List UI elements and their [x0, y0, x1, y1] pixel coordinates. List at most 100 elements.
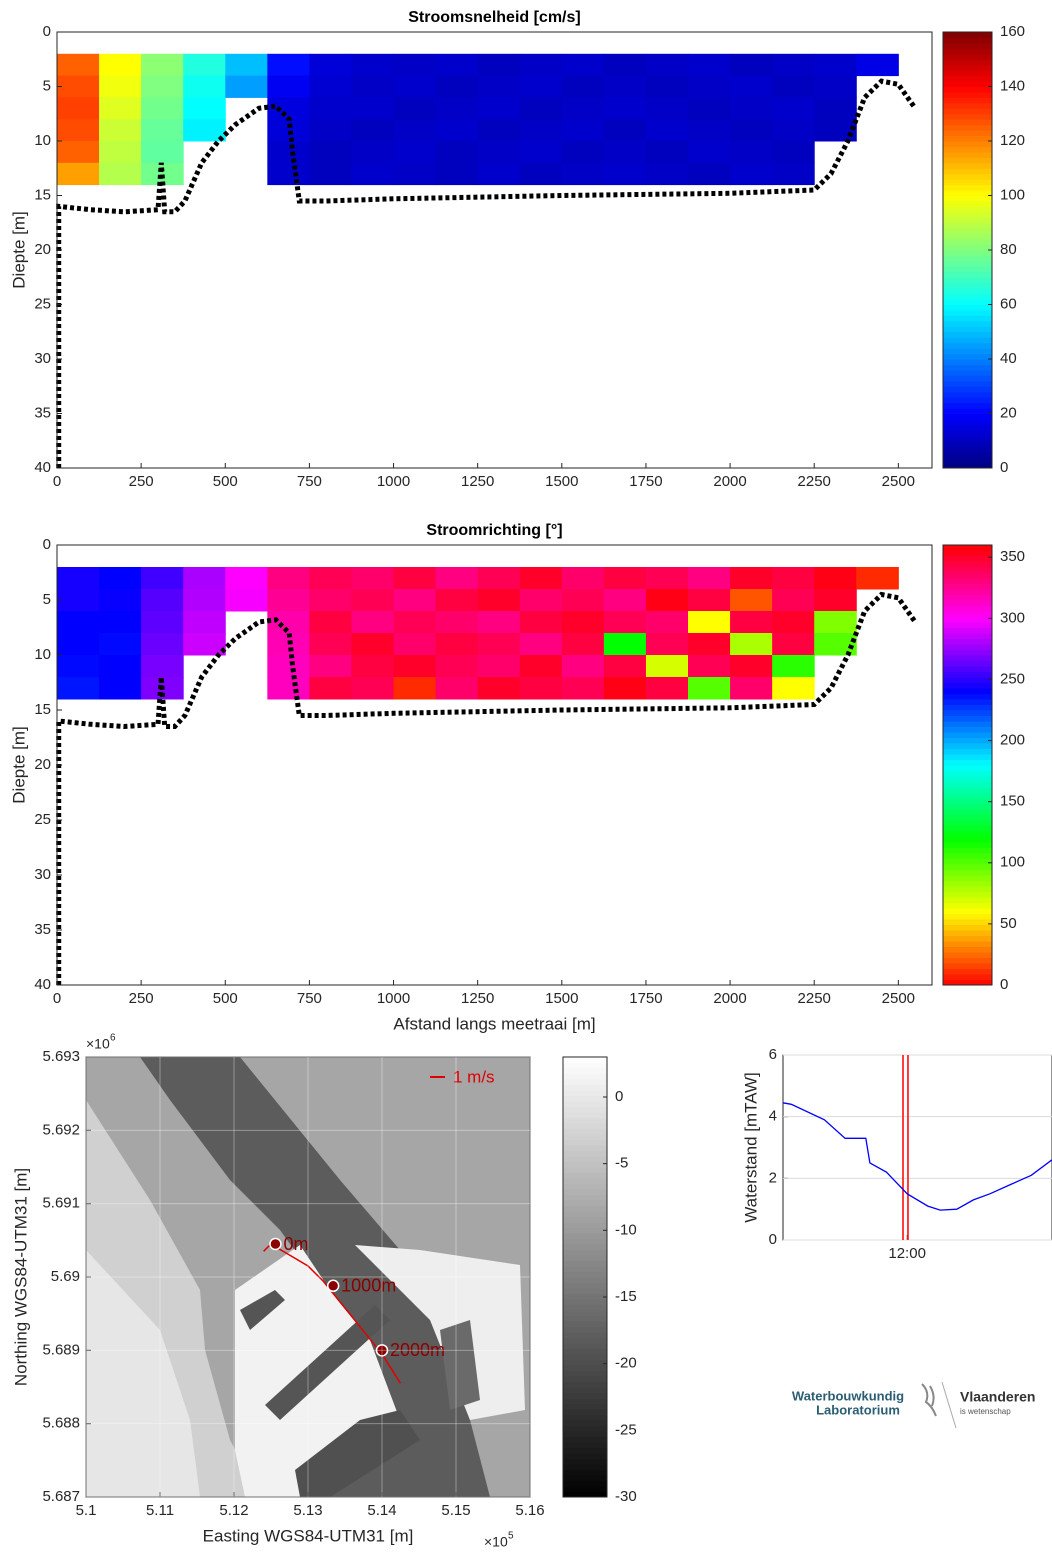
- heat-cell: [814, 97, 857, 120]
- colorbar-step: [943, 140, 992, 147]
- heat-cell: [141, 655, 184, 678]
- y-multiplier: ×10: [86, 1036, 110, 1052]
- colorbar-step: [943, 764, 992, 771]
- station: [375, 1344, 389, 1357]
- heat-cell: [688, 589, 731, 612]
- heat-cell: [856, 53, 899, 77]
- colorbar-step: [563, 1205, 607, 1212]
- colorbar-step: [563, 1210, 607, 1217]
- heat-cell: [57, 53, 100, 77]
- x-tick-label: 12:00: [888, 1245, 926, 1262]
- colorbar-step: [943, 129, 992, 137]
- y-axis-label: Diepte [m]: [9, 726, 28, 803]
- heat-cell: [141, 162, 184, 186]
- heat-cell: [730, 75, 773, 98]
- heat-cell: [477, 75, 521, 98]
- heat-cell: [477, 655, 521, 678]
- y-tick-label: 15: [34, 701, 51, 718]
- colorbar-step: [563, 1282, 607, 1289]
- colorbar-step: [563, 1480, 607, 1487]
- heat-cell: [141, 97, 184, 120]
- colorbar-step: [943, 907, 992, 914]
- heat-cell: [183, 633, 226, 656]
- chart-title: Stroomrichting [°]: [426, 522, 562, 539]
- y-tick-label: 20: [34, 241, 51, 258]
- colorbar-tick-label: -5: [615, 1155, 628, 1172]
- x-tick-label: 5.15: [441, 1502, 470, 1519]
- colorbar-step: [943, 31, 992, 38]
- heat-cell: [267, 75, 310, 98]
- heat-cell: [814, 589, 857, 612]
- heat-cell: [519, 141, 563, 164]
- colorbar-step: [563, 1144, 607, 1151]
- colorbar-step: [563, 1309, 607, 1316]
- heat-cell: [730, 633, 773, 656]
- x-tick-label: 1750: [629, 473, 662, 490]
- colorbar-step: [943, 293, 992, 300]
- heat-cell: [351, 119, 395, 142]
- colorbar-step: [563, 1161, 607, 1168]
- y-tick-label: 30: [34, 866, 51, 883]
- colorbar-step: [943, 363, 992, 371]
- heat-cell: [603, 633, 647, 656]
- y-tick-label: 5.688: [42, 1415, 80, 1432]
- colorbar-step: [943, 102, 992, 109]
- shallow: [86, 1250, 200, 1497]
- colorbar-step: [943, 407, 992, 414]
- colorbar-step: [563, 1106, 607, 1113]
- colorbar-step: [943, 331, 992, 338]
- colorbar-tick-label: -10: [615, 1221, 637, 1238]
- heat-cell: [519, 633, 563, 656]
- colorbar-step: [943, 968, 992, 975]
- heat-cell: [688, 119, 731, 142]
- colorbar-step: [943, 775, 992, 782]
- colorbar-step: [943, 342, 992, 349]
- y-axis-label: Waterstand [mTAW]: [741, 1072, 760, 1223]
- x-tick-label: 5.13: [293, 1502, 322, 1519]
- heat-cell: [561, 611, 605, 634]
- heat-cell: [309, 75, 352, 98]
- colorbar-step: [563, 1056, 607, 1063]
- colorbar-step: [943, 737, 992, 744]
- y-tick-label: 0: [43, 536, 51, 553]
- colorbar-step: [943, 260, 992, 267]
- colorbar-step: [563, 1436, 607, 1443]
- colorbar-step: [563, 1353, 607, 1360]
- colorbar-step: [563, 1221, 607, 1228]
- colorbar-step: [943, 91, 992, 98]
- colorbar-step: [563, 1441, 607, 1448]
- heat-cell: [688, 655, 731, 678]
- colorbar-step: [563, 1337, 607, 1344]
- colorbar-step: [943, 178, 992, 186]
- heat-cell: [561, 162, 605, 186]
- colorbar-step: [943, 858, 992, 865]
- heat-cell: [141, 633, 184, 656]
- colorbar-step: [943, 682, 992, 689]
- map-background: [86, 1057, 530, 1497]
- heat-cell: [561, 75, 605, 98]
- heat-cell: [603, 53, 647, 77]
- heat-cell: [435, 141, 479, 164]
- colorbar-step: [943, 353, 992, 360]
- heat-cell: [267, 589, 310, 612]
- heat-cell: [351, 97, 395, 120]
- heat-cell: [351, 53, 395, 77]
- heat-cell: [351, 677, 395, 700]
- heat-cell: [57, 162, 100, 186]
- heat-cell: [477, 589, 521, 612]
- colorbar-step: [943, 385, 992, 393]
- heat-cell: [645, 162, 689, 186]
- colorbar-step: [563, 1095, 607, 1102]
- colorbar-step: [943, 440, 992, 447]
- colorbar-step: [943, 671, 992, 678]
- heat-cell: [267, 567, 310, 590]
- logos: Waterbouwkundig Laboratorium Vlaanderen …: [792, 1381, 1035, 1429]
- colorbar-step: [563, 1469, 607, 1476]
- colorbar-step: [943, 135, 992, 142]
- colorbar-tick-label: 0: [615, 1088, 623, 1105]
- colorbar-step: [943, 836, 992, 843]
- colorbar-step: [943, 940, 992, 947]
- colorbar-tick-label: 300: [1000, 609, 1025, 626]
- heat-cell: [603, 75, 647, 98]
- colorbar-step: [563, 1381, 607, 1388]
